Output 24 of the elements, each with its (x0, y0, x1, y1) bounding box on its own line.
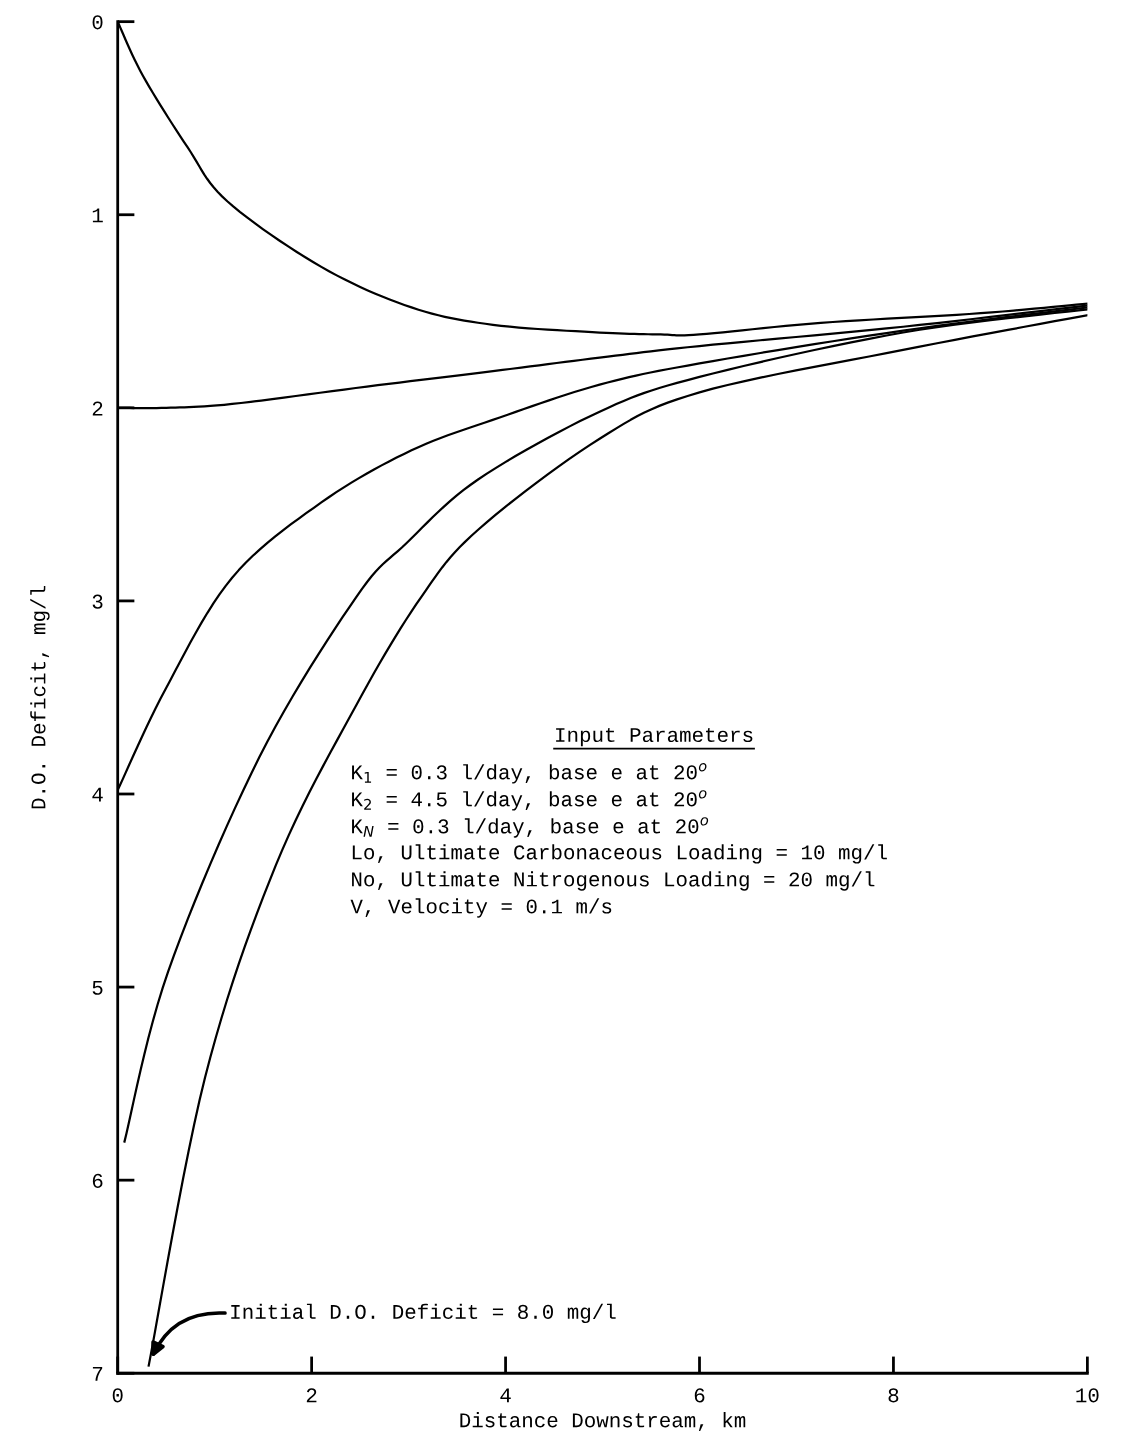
annotation: Input Parameters (556, 727, 753, 747)
annotation: K$_{1}$ = 0.3 l/day, base e at 20$^{o}$ (352, 763, 707, 784)
annotation: K$_{N}$ = 0.3 l/day, base e at 20$^{o}$ (352, 817, 709, 838)
x-tick-label: 0 (112, 1388, 123, 1403)
y-tick-label: 0 (92, 15, 103, 30)
x-tick-label: 2 (306, 1388, 317, 1403)
annotation: Initial D.O. Deficit = 8.0 mg/l (231, 1303, 616, 1324)
y-tick-label: 2 (92, 401, 103, 416)
y-tick-label: 3 (92, 594, 103, 609)
y-axis-title: D.O. Deficit, mg/l (30, 586, 50, 809)
x-tick-label: 4 (500, 1388, 511, 1403)
x-tick-label: 10 (1076, 1388, 1099, 1403)
x-tick-label: 6 (694, 1388, 705, 1403)
y-tick-label: 4 (92, 787, 103, 802)
annotation: K$_{2}$ = 4.5 l/day, base e at 20$^{o}$ (352, 790, 707, 811)
y-tick-label: 6 (92, 1173, 103, 1188)
annotation: Lo, Ultimate Carbonaceous Loading = 10 mg/l (352, 844, 887, 864)
annotation: V, Velocity = 0.1 m/s (350, 898, 612, 918)
y-tick-label: 1 (92, 208, 103, 223)
y-tick-label: 5 (92, 980, 103, 995)
annotation: No, Ultimate Nitrogenous Loading = 20 mg/l (352, 871, 875, 891)
x-tick-label: 8 (888, 1388, 899, 1403)
y-tick-label: 7 (92, 1367, 103, 1381)
x-axis-title: Distance Downstream, km (460, 1412, 746, 1431)
